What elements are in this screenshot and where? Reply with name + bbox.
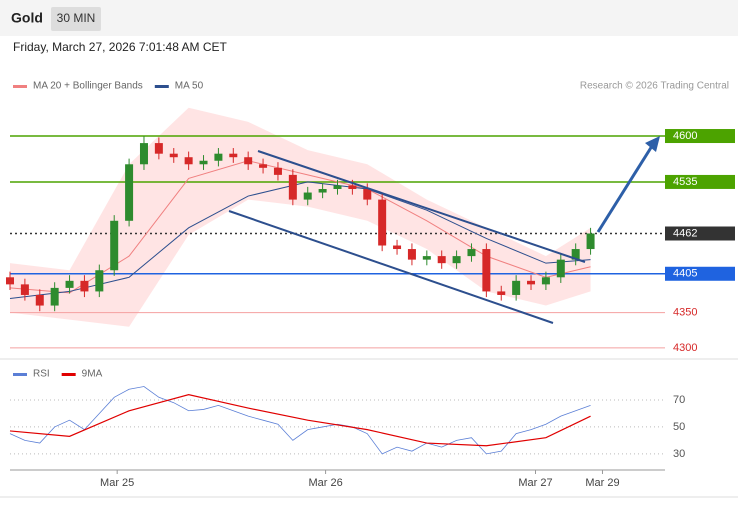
- candle-body: [214, 153, 223, 161]
- bollinger-band: [10, 107, 591, 327]
- x-tick-label: Mar 25: [100, 477, 134, 489]
- candle-body: [378, 199, 387, 246]
- forecast-arrow: [596, 145, 654, 233]
- candle-body: [527, 280, 536, 285]
- level-box: [665, 226, 735, 241]
- candle-body: [80, 280, 89, 292]
- candle-body: [348, 185, 357, 190]
- candle-body: [407, 249, 416, 260]
- candle-body: [35, 294, 44, 306]
- legend-swatch: [13, 373, 27, 376]
- legend-label: MA 20 + Bollinger Bands: [33, 81, 143, 92]
- candle-body: [556, 259, 565, 278]
- channel-upper: [257, 150, 586, 263]
- candle-body: [259, 164, 268, 168]
- plot: MA 20 + Bollinger Bands MA 50 4600 4535 4462…: [6, 81, 735, 489]
- candle-body: [467, 249, 476, 257]
- y-tick-label: 30: [673, 448, 685, 460]
- header-bar: [0, 0, 738, 36]
- ma20-line: [9, 160, 591, 294]
- candle-body: [110, 220, 119, 271]
- candle-body: [244, 157, 253, 165]
- channel-lower: [228, 210, 554, 324]
- level-label: 4300: [673, 342, 697, 354]
- level-label: 4600: [673, 130, 697, 142]
- instrument: Gold: [11, 10, 43, 26]
- candle-body: [586, 233, 595, 250]
- candle-body: [318, 189, 327, 193]
- candle-body: [6, 277, 14, 285]
- candle-body: [20, 284, 29, 295]
- candle-body: [571, 249, 580, 260]
- legend-swatch: [61, 373, 76, 376]
- credit: Research © 2026 Trading Central: [580, 81, 729, 92]
- series-line: [9, 393, 591, 447]
- candle-body: [154, 143, 163, 154]
- x-tick-label: Mar 26: [308, 477, 342, 489]
- level-label: 4462: [673, 227, 697, 239]
- candle-body: [169, 153, 178, 158]
- candle-body: [50, 287, 59, 306]
- candle-body: [65, 280, 74, 288]
- series-line: [9, 386, 591, 455]
- candle-body: [363, 189, 372, 200]
- candle-body: [497, 291, 506, 295]
- level-label: 4405: [673, 268, 697, 280]
- x-tick-label: Mar 29: [585, 477, 619, 489]
- x-tick-label: Mar 27: [518, 477, 552, 489]
- candle-body: [125, 164, 134, 221]
- interval[interactable]: 30 MIN: [57, 11, 96, 25]
- candle-body: [333, 185, 342, 190]
- candle-body: [437, 256, 446, 264]
- candle-body: [393, 245, 402, 250]
- candle-body: [199, 160, 208, 165]
- arrow-head: [645, 136, 660, 152]
- candle-body: [288, 174, 297, 200]
- candle-body: [139, 143, 148, 165]
- level-box: [665, 129, 735, 144]
- candle-body: [482, 249, 491, 292]
- candle-body: [273, 167, 282, 175]
- legend-label: MA 50: [175, 81, 204, 92]
- ma50-line: [9, 181, 591, 299]
- legend-label: 9MA: [82, 369, 103, 380]
- candle-body: [422, 256, 431, 260]
- timestamp: Friday, March 27, 2026 7:01:48 AM CET: [13, 40, 228, 54]
- level-label: 4535: [673, 176, 697, 188]
- candle-body: [452, 256, 461, 264]
- level-box: [665, 266, 735, 281]
- candle-body: [184, 157, 193, 165]
- level-box: [665, 174, 735, 189]
- candle-body: [541, 277, 550, 285]
- legend-label: RSI: [33, 369, 50, 380]
- y-tick-label: 50: [673, 421, 685, 433]
- interval-chip[interactable]: [51, 7, 101, 31]
- candle-body: [512, 280, 521, 295]
- candle-body: [95, 270, 104, 292]
- candle-body: [303, 192, 312, 200]
- candle-body: [229, 153, 238, 158]
- level-label: 4350: [673, 307, 697, 319]
- legend-swatch: [154, 85, 169, 88]
- legend-swatch: [13, 85, 27, 88]
- y-tick-label: 70: [673, 394, 685, 406]
